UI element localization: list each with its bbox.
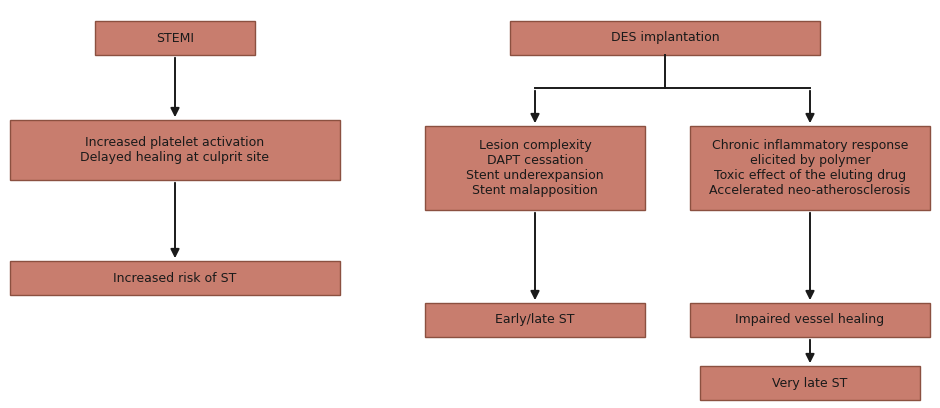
Text: Increased risk of ST: Increased risk of ST xyxy=(114,271,237,284)
FancyBboxPatch shape xyxy=(425,303,645,337)
Text: Increased platelet activation
Delayed healing at culprit site: Increased platelet activation Delayed he… xyxy=(81,136,270,164)
FancyBboxPatch shape xyxy=(10,261,340,295)
FancyBboxPatch shape xyxy=(690,126,930,210)
Text: Impaired vessel healing: Impaired vessel healing xyxy=(735,313,885,326)
FancyBboxPatch shape xyxy=(425,126,645,210)
FancyBboxPatch shape xyxy=(700,366,920,400)
Text: DES implantation: DES implantation xyxy=(611,31,719,44)
Text: Very late ST: Very late ST xyxy=(773,377,848,390)
Text: Lesion complexity
DAPT cessation
Stent underexpansion
Stent malapposition: Lesion complexity DAPT cessation Stent u… xyxy=(466,139,603,197)
FancyBboxPatch shape xyxy=(690,303,930,337)
Text: Chronic inflammatory response
elicited by polymer
Toxic effect of the eluting dr: Chronic inflammatory response elicited b… xyxy=(710,139,911,197)
Text: STEMI: STEMI xyxy=(156,31,194,44)
FancyBboxPatch shape xyxy=(510,21,820,55)
FancyBboxPatch shape xyxy=(10,120,340,180)
FancyBboxPatch shape xyxy=(95,21,255,55)
Text: Early/late ST: Early/late ST xyxy=(495,313,574,326)
